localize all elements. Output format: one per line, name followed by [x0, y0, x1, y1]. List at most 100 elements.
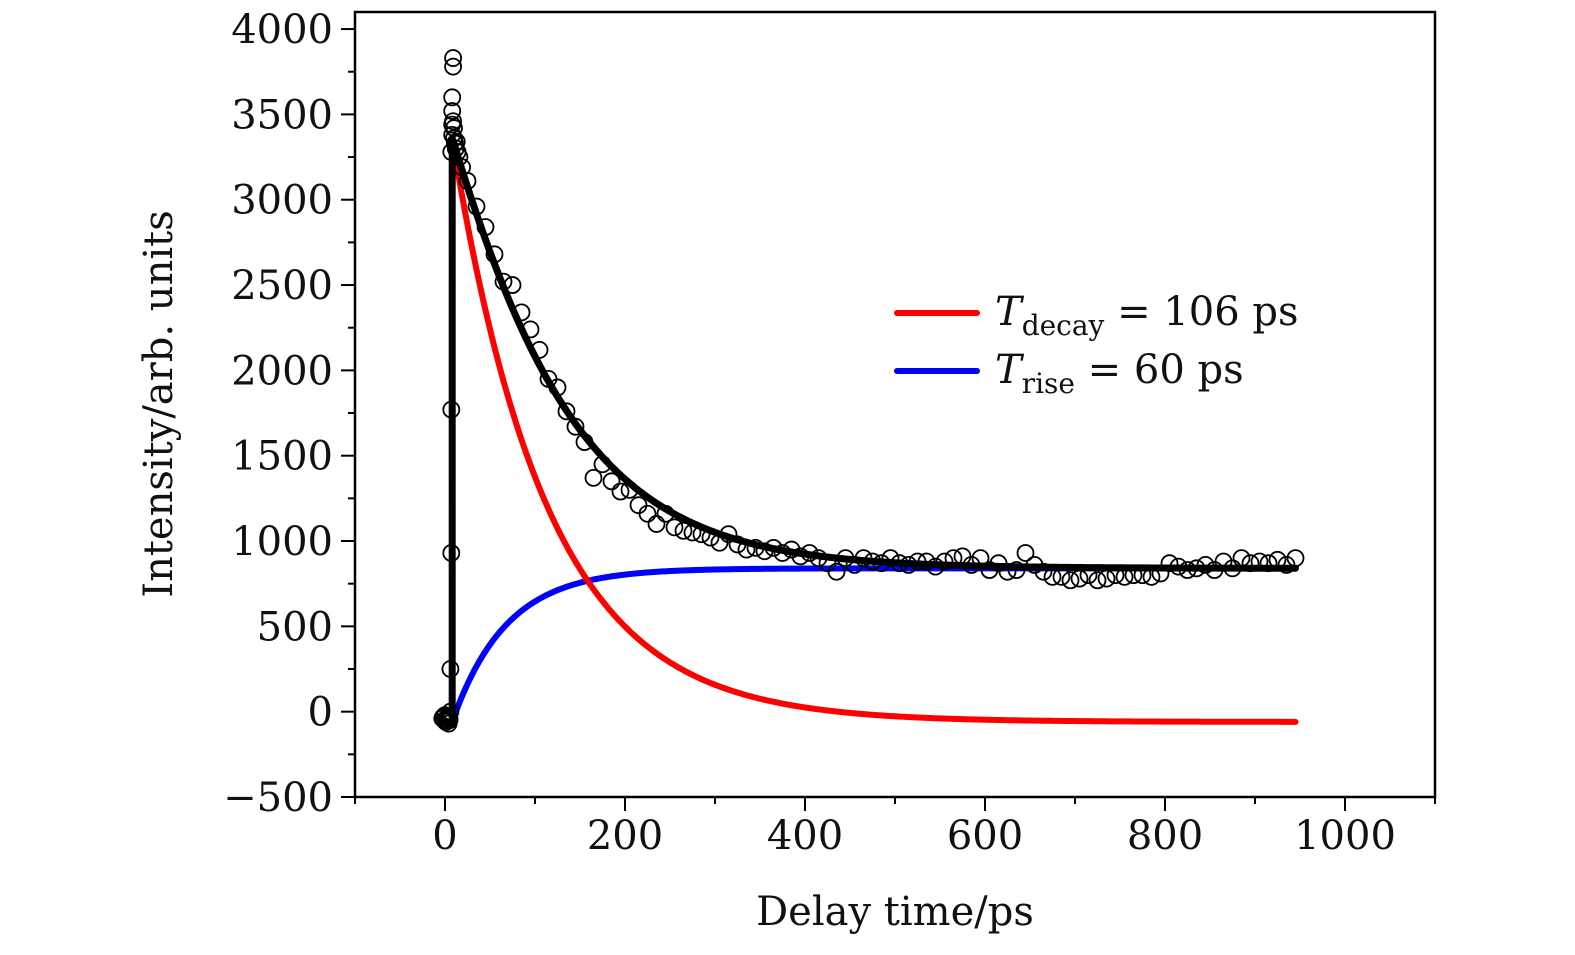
y-tick-labels: −500 0 500 1000 1500 2000 2500 3000 3500 4000 — [223, 7, 333, 821]
data-point — [872, 554, 891, 573]
data-point — [442, 400, 461, 419]
data-point — [764, 538, 783, 557]
data-point — [728, 535, 747, 554]
data-point — [436, 706, 454, 724]
x-axis-label: Delay time/ps — [756, 889, 1034, 935]
x-tick-label: 800 — [1127, 813, 1203, 859]
data-point — [1007, 561, 1026, 579]
data-point — [881, 549, 900, 567]
data-point — [1214, 552, 1233, 571]
y-tick-label: −500 — [223, 775, 333, 821]
data-point — [935, 552, 954, 571]
data-point — [926, 557, 945, 576]
data-point — [485, 245, 504, 264]
data-point — [1070, 569, 1089, 588]
y-axis-label: Intensity/arb. units — [136, 210, 182, 597]
data-point — [611, 482, 630, 501]
data-point — [782, 540, 801, 559]
data-point — [998, 562, 1017, 581]
data-point — [1160, 554, 1179, 573]
data-point — [674, 521, 693, 540]
data-point — [917, 552, 936, 571]
data-point — [443, 88, 462, 107]
data-point — [440, 709, 459, 728]
data-point — [647, 515, 666, 533]
data-point — [521, 320, 540, 339]
data-point — [1115, 567, 1134, 586]
legend-subscript-rise: rise — [1022, 367, 1075, 400]
data-point — [1151, 564, 1170, 583]
data-point — [467, 197, 486, 216]
data-point — [584, 468, 603, 487]
data-point — [1034, 562, 1053, 581]
data-point — [890, 554, 909, 573]
data-point — [566, 417, 585, 436]
y-tick-label: 2500 — [231, 263, 333, 309]
data-point — [773, 544, 792, 562]
data-point — [1241, 554, 1260, 573]
data-point — [827, 562, 846, 581]
data-points-group — [433, 49, 1305, 733]
y-tick-label: 3500 — [231, 92, 333, 138]
data-point — [755, 542, 774, 561]
data-point — [602, 472, 621, 491]
data-point — [1259, 554, 1278, 573]
data-point — [444, 57, 463, 76]
data-point — [593, 455, 612, 474]
data-point — [1106, 566, 1125, 585]
legend: Tdecay = 106 ps Trise = 60 ps — [894, 289, 1299, 400]
data-point — [441, 660, 460, 678]
y-tick-label: 3000 — [231, 178, 333, 224]
data-point — [1124, 566, 1143, 585]
data-point — [450, 148, 469, 166]
data-point — [620, 480, 639, 499]
data-point — [1250, 552, 1269, 571]
data-point — [800, 544, 819, 562]
data-point — [458, 172, 477, 190]
data-point — [656, 504, 675, 523]
data-point — [1133, 566, 1152, 585]
data-point — [476, 218, 495, 236]
data-point — [1142, 567, 1161, 586]
data-point — [444, 49, 463, 67]
data-point — [683, 523, 702, 542]
data-point — [980, 561, 999, 579]
data-point — [1268, 550, 1287, 569]
data-point — [908, 552, 927, 571]
data-point — [1169, 557, 1188, 576]
data-point — [845, 556, 864, 574]
data-point — [1025, 556, 1044, 574]
data-point — [746, 538, 765, 557]
data-point — [836, 549, 855, 567]
data-point — [444, 112, 463, 131]
legend-value-decay: = 106 ps — [1104, 289, 1298, 335]
y-tick-label: 4000 — [231, 7, 333, 53]
data-point — [944, 549, 963, 567]
data-point — [665, 518, 684, 537]
data-point — [899, 556, 918, 574]
data-point — [575, 433, 594, 451]
y-tick-label: 500 — [257, 604, 333, 650]
data-point — [441, 702, 460, 721]
x-tick-label: 0 — [432, 813, 457, 859]
data-point — [791, 547, 810, 566]
data-point — [863, 552, 882, 571]
x-tick-label: 600 — [947, 813, 1023, 859]
legend-label-decay: Tdecay = 106 ps — [995, 289, 1299, 342]
data-point — [503, 276, 522, 294]
data-point — [494, 272, 513, 291]
data-point — [962, 556, 981, 574]
data-point — [692, 525, 711, 544]
data-point — [443, 102, 462, 120]
data-point — [701, 528, 720, 547]
data-point — [548, 378, 567, 397]
data-point — [1016, 544, 1035, 562]
data-point — [1097, 569, 1116, 588]
legend-value-rise: = 60 ps — [1075, 347, 1244, 393]
data-point — [1223, 559, 1242, 578]
data-point — [638, 504, 657, 523]
data-point — [1178, 561, 1197, 579]
data-point — [1043, 567, 1062, 586]
data-point — [1286, 549, 1305, 567]
y-tick-label: 1000 — [231, 519, 333, 565]
